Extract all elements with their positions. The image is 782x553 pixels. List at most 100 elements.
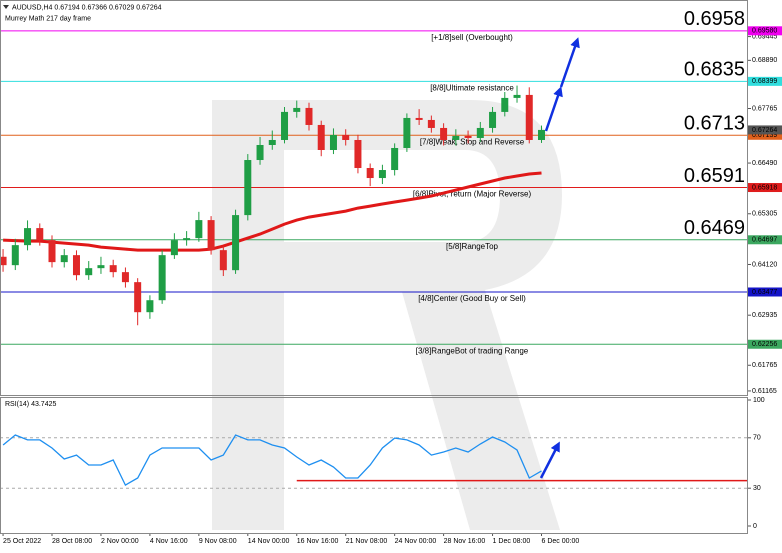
candle-body — [256, 144, 264, 161]
arrow — [544, 86, 563, 132]
header: AUDUSD,H4 0.67194 0.67366 0.67029 0.6726… — [12, 4, 162, 11]
level-axis-label: 0.62256 — [752, 341, 777, 348]
level-label: [7/8]Weak, Stop and Reverse — [420, 137, 525, 146]
level-axis-box — [748, 339, 782, 349]
level-axis-box — [748, 235, 782, 245]
y-tick-label: 0.68890 — [752, 57, 777, 64]
candle-body — [501, 97, 509, 112]
y-tick-label: 0.62935 — [752, 312, 777, 319]
level-label: [8/8]Ultimate resistance — [430, 83, 514, 92]
current-price-label: 0.67264 — [752, 127, 777, 134]
watermark — [212, 100, 562, 530]
x-tick-label: 28 Oct 08:00 — [52, 538, 92, 545]
candle-body — [537, 129, 545, 140]
symbol: AUDUSD,H4 — [12, 4, 53, 11]
candle-body — [232, 215, 240, 271]
candle-body — [244, 160, 252, 216]
candle-body — [72, 255, 80, 276]
y-tick-label: 100 — [753, 397, 765, 404]
candle-body — [219, 250, 227, 271]
candle-body — [427, 119, 435, 128]
level-label: [+1/8]sell (Overbought) — [431, 33, 513, 42]
y-tick-label: 0.61765 — [752, 362, 777, 369]
candle-body — [415, 117, 423, 120]
current-price-box — [748, 125, 782, 135]
level-axis-label: 0.69580 — [752, 28, 777, 35]
candle-body — [329, 134, 337, 150]
candle-body — [440, 127, 448, 140]
candle-body — [134, 282, 142, 313]
y-tick-label: 0.65305 — [752, 211, 777, 218]
x-tick-label: 1 Dec 08:00 — [493, 538, 531, 545]
rsi-value: 43.7425 — [31, 401, 56, 408]
open-price: 0.67194 — [54, 4, 79, 11]
level-price-annotation: 0.6835 — [684, 59, 745, 81]
level-axis-label: 0.64697 — [752, 237, 777, 244]
candle-body — [97, 265, 105, 269]
level-axis-label: 0.67139 — [752, 132, 777, 139]
candle-body — [195, 220, 203, 239]
x-tick-label: 16 Nov 16:00 — [297, 538, 339, 545]
candle-body — [525, 94, 533, 140]
close-price: 0.67264 — [136, 4, 161, 11]
rsi-header: RSI(14) 43.7425 — [5, 401, 56, 408]
candle-body — [24, 228, 32, 246]
candle-body — [36, 228, 44, 241]
low-price: 0.67029 — [109, 4, 134, 11]
y-tick-label: 30 — [753, 485, 761, 492]
candle-body — [0, 256, 7, 266]
candle-body — [109, 265, 117, 273]
candle-body — [489, 111, 497, 128]
candle-body — [366, 168, 374, 179]
level-label: [6/8]Pivot, return (Major Reverse) — [413, 190, 532, 199]
level-price-annotation: 0.6713 — [684, 113, 745, 135]
arrow — [539, 441, 560, 479]
x-tick-label: 4 Nov 16:00 — [150, 538, 188, 545]
main-panel-border — [0, 0, 748, 396]
candle-body — [11, 245, 19, 266]
candle-body — [391, 147, 399, 171]
candle-body — [170, 240, 178, 256]
x-tick-label: 14 Nov 00:00 — [248, 538, 290, 545]
candle-body — [146, 300, 154, 313]
candle-body — [183, 238, 191, 241]
x-tick-label: 6 Dec 00:00 — [541, 538, 579, 545]
candle-body — [452, 135, 460, 140]
candle-body — [281, 111, 289, 140]
candle-body — [354, 139, 362, 169]
candle-body — [48, 240, 56, 263]
arrow — [559, 37, 580, 88]
y-tick-label: 0.61165 — [752, 388, 777, 395]
y-tick-label: 0 — [753, 523, 757, 530]
candle-body — [268, 139, 276, 145]
x-tick-label: 28 Nov 16:00 — [444, 538, 486, 545]
level-label: [4/8]Center (Good Buy or Sell) — [418, 294, 526, 303]
candle-body — [403, 117, 411, 148]
y-tick-label: 70 — [753, 435, 761, 442]
high-price: 0.67366 — [82, 4, 107, 11]
y-tick-label: 0.67765 — [752, 105, 777, 112]
x-tick-label: 2 Nov 00:00 — [101, 538, 139, 545]
candle-body — [207, 220, 215, 251]
x-tick-label: 21 Nov 08:00 — [346, 538, 388, 545]
level-axis-box — [748, 287, 782, 297]
subtitle: Murrey Math 217 day frame — [5, 15, 91, 22]
level-price-annotation: 0.6958 — [684, 8, 745, 30]
level-label: [5/8]RangeTop — [446, 242, 499, 251]
level-label: [3/8]RangeBot of trading Range — [416, 346, 529, 355]
level-axis-box — [748, 130, 782, 140]
candle-body — [121, 272, 129, 283]
moving-average — [3, 171, 542, 252]
x-tick-label: 25 Oct 2022 — [3, 538, 41, 545]
candle-body — [342, 134, 350, 140]
rsi-panel-border — [0, 397, 748, 534]
level-axis-label: 0.68399 — [752, 78, 777, 85]
rsi-line — [2, 434, 542, 487]
y-tick-label: 0.66490 — [752, 160, 777, 167]
collapse-icon — [3, 5, 9, 9]
y-tick-label: 0.69445 — [752, 33, 777, 40]
candle-body — [293, 107, 301, 112]
candle-body — [378, 170, 386, 179]
